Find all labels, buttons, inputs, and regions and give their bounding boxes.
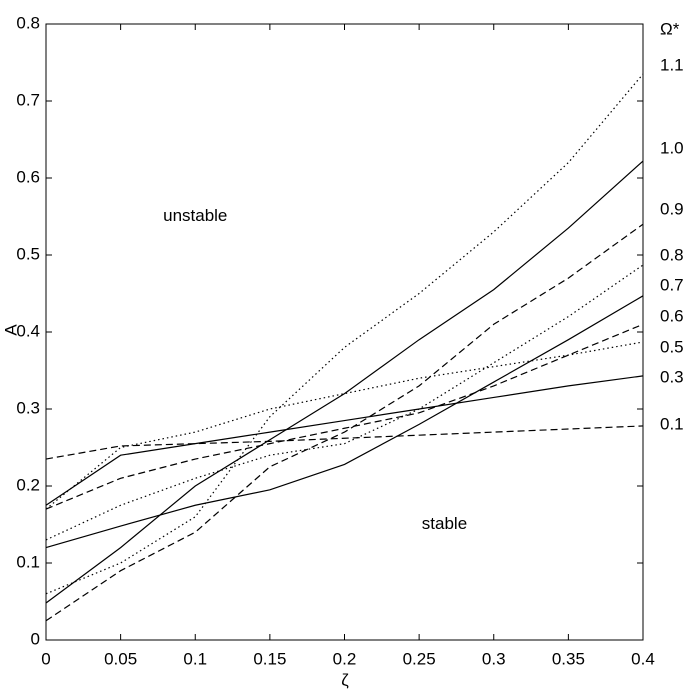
legend-label: 0.6: [660, 306, 684, 325]
series-line: [45, 223, 644, 622]
y-tick-label: 0.3: [16, 398, 40, 417]
x-tick-label: 0.25: [403, 649, 436, 668]
plot-frame: [45, 23, 644, 641]
legend-label: 0.9: [660, 199, 684, 218]
series-line: [45, 323, 644, 510]
series-line: [45, 425, 644, 460]
legend-label: 1.0: [660, 138, 684, 157]
y-tick-label: 0.6: [16, 167, 40, 186]
y-axis-label: A: [1, 324, 20, 336]
y-tick-label: 0: [31, 629, 40, 648]
x-axis-label: ζ: [341, 670, 349, 689]
x-tick-label: 0: [41, 649, 50, 668]
legend-label: 0.3: [660, 367, 684, 386]
x-tick-label: 0.35: [552, 649, 585, 668]
series-line: [45, 73, 644, 595]
y-tick-label: 0.5: [16, 244, 40, 263]
legend-label: 0.1: [660, 414, 684, 433]
x-tick-label: 0.3: [482, 649, 506, 668]
series-line: [45, 375, 644, 506]
y-tick-label: 0.8: [16, 13, 40, 32]
x-tick-label: 0.2: [333, 649, 357, 668]
legend-label: 1.1: [660, 55, 684, 74]
legend-title: Ω*: [660, 19, 680, 38]
y-tick-label: 0.2: [16, 475, 40, 494]
y-tick-label: 0.7: [16, 90, 40, 109]
series-line: [45, 341, 644, 510]
annotation: stable: [422, 514, 467, 533]
y-tick-label: 0.4: [16, 321, 40, 340]
legend-label: 0.8: [660, 245, 684, 264]
x-tick-label: 0.4: [631, 649, 655, 668]
legend-label: 0.7: [660, 275, 684, 294]
series-line: [45, 295, 644, 549]
series-line: [45, 160, 644, 604]
legend-label: 0.5: [660, 337, 684, 356]
y-tick-label: 0.1: [16, 552, 40, 571]
series-line: [45, 264, 644, 541]
x-tick-label: 0.15: [253, 649, 286, 668]
annotation: unstable: [163, 206, 227, 225]
x-tick-label: 0.05: [104, 649, 137, 668]
x-tick-label: 0.1: [183, 649, 207, 668]
